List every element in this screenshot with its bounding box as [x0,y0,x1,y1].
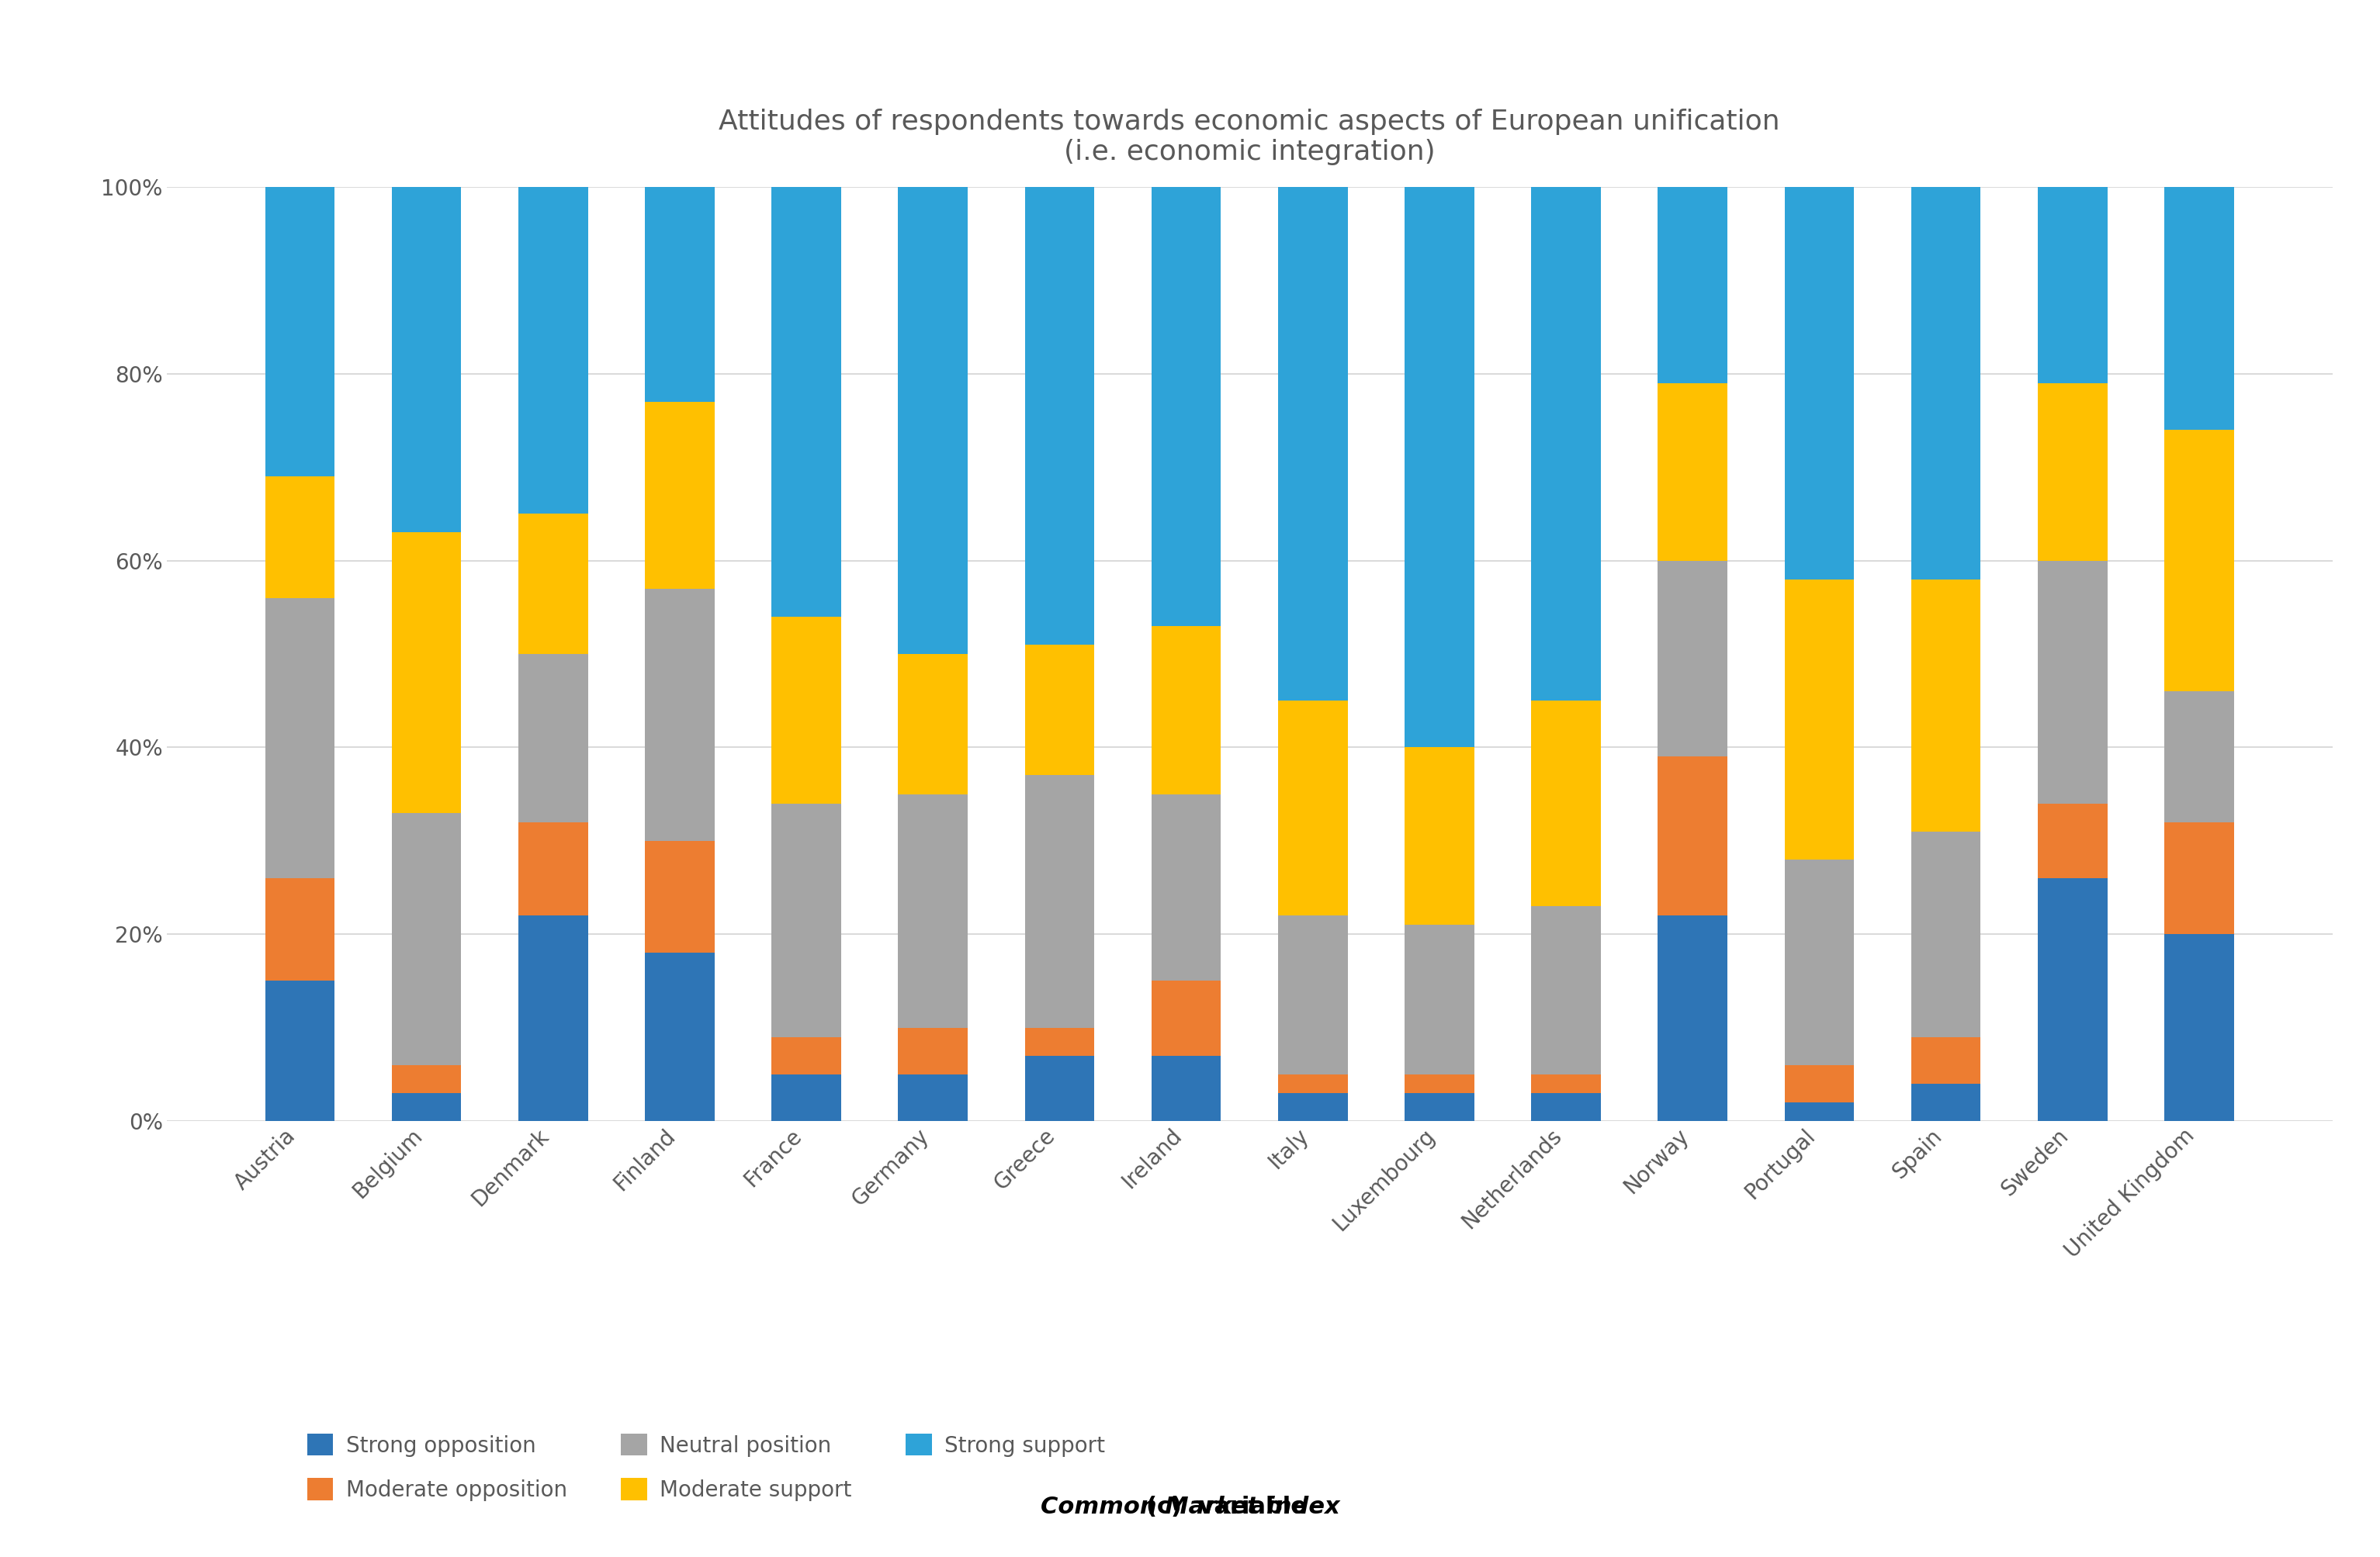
Bar [1530,1074,1602,1093]
Bar [1659,916,1728,1121]
Bar [645,841,714,953]
Bar [1278,187,1347,701]
Bar [2037,803,2106,878]
Text: variable: variable [1190,1496,1307,1518]
Bar [1404,1093,1473,1121]
Bar [2037,383,2106,561]
Bar [1278,916,1347,1074]
Bar [1404,1074,1473,1093]
Bar [2037,561,2106,803]
Bar [1152,626,1221,794]
Bar [393,532,462,813]
Bar [2163,187,2235,430]
Bar [393,1093,462,1121]
Bar [1659,187,1728,383]
Bar [645,402,714,589]
Bar [1785,1065,1854,1102]
Bar [897,794,969,1028]
Text: (c): (c) [1147,1496,1190,1518]
Bar [1785,579,1854,859]
Bar [519,822,588,916]
Bar [1404,187,1473,747]
Bar [1278,1093,1347,1121]
Bar [1785,187,1854,579]
Bar [2163,822,2235,934]
Bar [1026,775,1095,1028]
Bar [1530,701,1602,906]
Bar [1911,1084,1980,1121]
Bar [1026,1056,1095,1121]
Bar [1026,645,1095,775]
Bar [1911,1037,1980,1084]
Bar [393,187,462,532]
Bar [1152,187,1221,626]
Title: Attitudes of respondents towards economic aspects of European unification
(i.e. : Attitudes of respondents towards economi… [719,109,1780,165]
Bar [1911,579,1980,831]
Bar [1659,383,1728,561]
Bar [1152,794,1221,981]
Bar [2163,691,2235,822]
Bar [264,981,336,1121]
Bar [393,1065,462,1093]
Bar [1911,831,1980,1037]
Bar [897,654,969,794]
Bar [897,1074,969,1121]
Bar [771,617,840,803]
Bar [393,813,462,1065]
Bar [1659,561,1728,757]
Bar [1152,1056,1221,1121]
Bar [771,1074,840,1121]
Bar [897,1028,969,1074]
Bar [645,187,714,402]
Bar [264,476,336,598]
Bar [1278,1074,1347,1093]
Bar [2163,430,2235,691]
Bar [1530,1093,1602,1121]
Bar [1152,981,1221,1056]
Bar [519,187,588,514]
Bar [519,916,588,1121]
Bar [1026,1028,1095,1056]
Bar [2037,187,2106,383]
Bar [1530,906,1602,1074]
Bar [1659,757,1728,916]
Bar [264,878,336,981]
Text: Common Market index: Common Market index [1040,1496,1340,1518]
Bar [1026,187,1095,645]
Bar [519,654,588,822]
Bar [1278,701,1347,916]
Bar [1785,1102,1854,1121]
Bar [264,187,336,476]
Bar [771,803,840,1037]
Bar [645,953,714,1121]
Bar [771,187,840,617]
Bar [2163,934,2235,1121]
Bar [1911,187,1980,579]
Bar [1404,925,1473,1074]
Bar [1404,747,1473,925]
Bar [771,1037,840,1074]
Bar [897,187,969,654]
Legend: Strong opposition, Moderate opposition, Neutral position, Moderate support, Stro: Strong opposition, Moderate opposition, … [286,1412,1126,1523]
Bar [519,514,588,654]
Bar [264,598,336,878]
Bar [1785,859,1854,1065]
Bar [645,589,714,841]
Bar [2037,878,2106,1121]
Bar [1530,187,1602,701]
